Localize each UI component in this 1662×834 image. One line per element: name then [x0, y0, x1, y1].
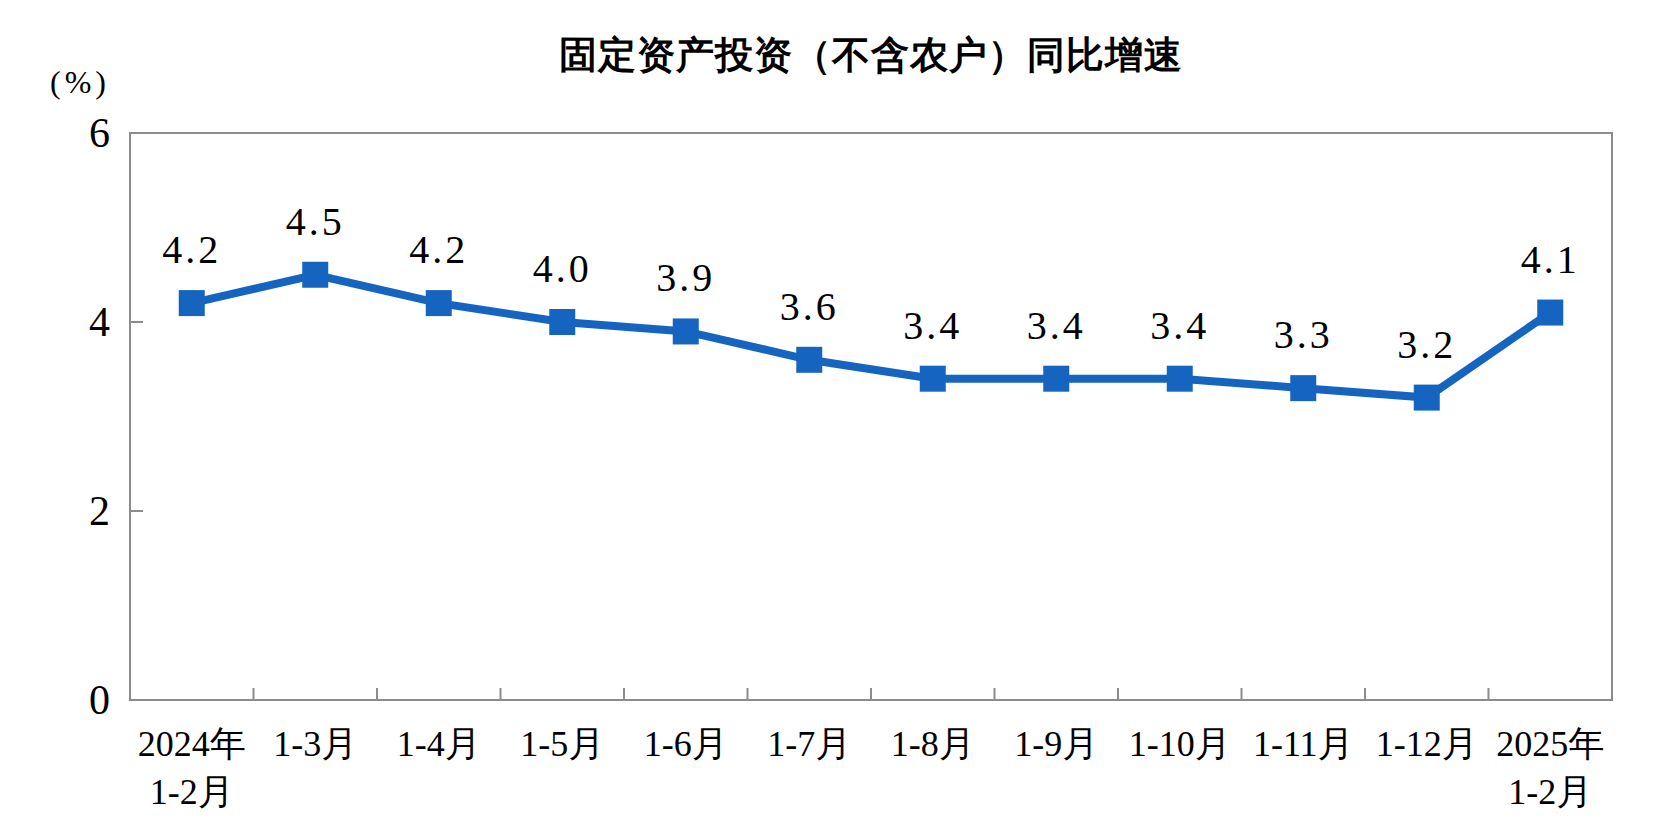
x-tick-label: 1-8月 — [891, 724, 975, 764]
x-tick-label: 1-4月 — [397, 724, 481, 764]
data-point-marker — [179, 290, 205, 316]
x-tick-label: 2024年 — [138, 724, 246, 764]
y-tick-label: 6 — [89, 110, 110, 156]
data-point-label: 3.4 — [1027, 303, 1086, 348]
data-point-label: 4.1 — [1521, 237, 1580, 282]
x-tick-label: 1-3月 — [273, 724, 357, 764]
data-point-marker — [1537, 300, 1563, 326]
x-tick-label: 1-6月 — [644, 724, 728, 764]
data-point-marker — [1290, 375, 1316, 401]
data-point-label: 4.2 — [409, 227, 468, 272]
data-point-label: 3.9 — [656, 255, 715, 300]
data-point-label: 4.2 — [162, 227, 221, 272]
data-point-marker — [426, 290, 452, 316]
y-tick-label: 4 — [89, 299, 110, 345]
x-tick-label: 1-2月 — [150, 772, 234, 812]
data-point-marker — [302, 262, 328, 288]
data-point-marker — [1414, 385, 1440, 411]
data-point-label: 3.2 — [1397, 322, 1456, 367]
x-tick-label: 1-7月 — [767, 724, 851, 764]
x-tick-label: 1-9月 — [1014, 724, 1098, 764]
x-tick-label: 2025年 — [1496, 724, 1604, 764]
data-point-marker — [549, 309, 575, 335]
y-tick-label: 2 — [89, 488, 110, 534]
data-point-label: 4.5 — [286, 199, 345, 244]
data-point-label: 3.4 — [903, 303, 962, 348]
data-point-marker — [920, 366, 946, 392]
data-point-marker — [1167, 366, 1193, 392]
x-tick-label: 1-5月 — [520, 724, 604, 764]
y-tick-label: 0 — [89, 677, 110, 723]
data-point-marker — [1043, 366, 1069, 392]
x-tick-label: 1-11月 — [1253, 724, 1354, 764]
data-point-label: 3.4 — [1150, 303, 1209, 348]
data-point-marker — [673, 318, 699, 344]
data-point-marker — [796, 347, 822, 373]
data-point-label: 3.6 — [780, 284, 839, 329]
plot-border — [130, 133, 1612, 700]
x-tick-label: 1-2月 — [1508, 772, 1592, 812]
x-tick-label: 1-12月 — [1376, 724, 1478, 764]
fixed-asset-investment-chart: 固定资产投资（不含农户）同比增速 (%) 02462024年1-2月1-3月1-… — [0, 0, 1662, 834]
line-plot-area: 0 2 4 6 2024年 1-2月 1-3月 1-4月 1-5月 1-6月 1-7月 1-8月 1-9… — [0, 0, 1662, 834]
x-tick-label: 1-10月 — [1129, 724, 1231, 764]
data-point-label: 4.0 — [533, 246, 592, 291]
data-point-label: 3.3 — [1274, 312, 1333, 357]
data-series-line — [192, 275, 1551, 398]
